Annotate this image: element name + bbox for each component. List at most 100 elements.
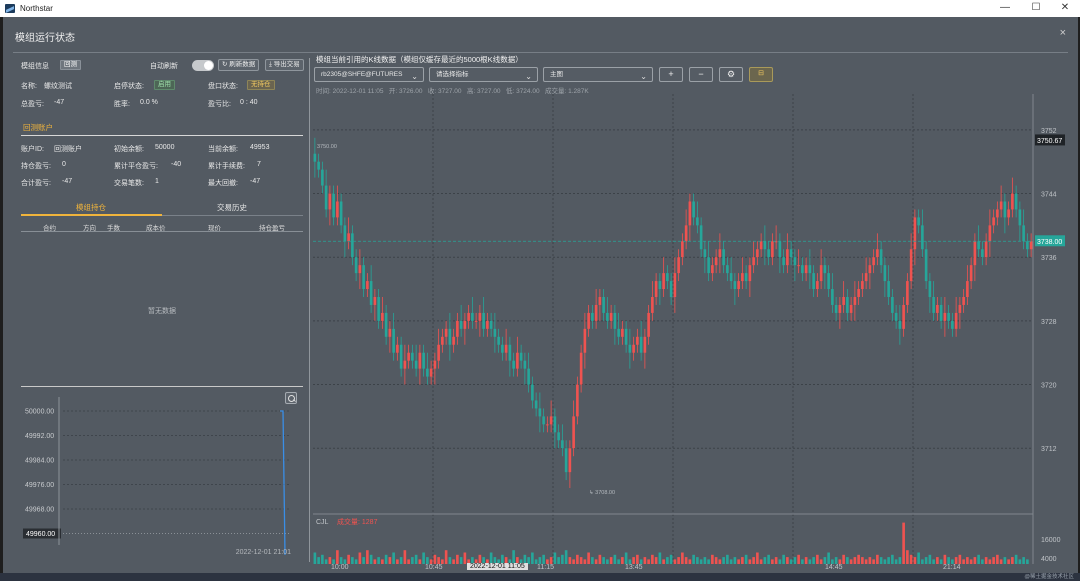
chart-toolbar: rb2305@SHFE@FUTURES ⌄ 请选择指标 ⌄ 主图 ⌄ + − ⚙ ⊟ [313, 67, 1073, 83]
volume-bar [594, 559, 598, 564]
volume-bar [317, 557, 320, 564]
kline-chart[interactable]: 3752 3744 3736 3728 3720 3712 3738.00 3750.67 37… [313, 94, 1071, 564]
close-window-button[interactable]: ✕ [1060, 2, 1070, 13]
volume-bar [842, 554, 845, 564]
candle-body [538, 408, 542, 417]
tab-positions[interactable]: 模组持仓 [76, 203, 106, 212]
candle-body [846, 297, 849, 313]
chart-pane-select[interactable]: 主图 ⌄ [543, 67, 653, 82]
candle-body [737, 281, 740, 290]
candle-body [729, 273, 733, 282]
volume-bar [996, 554, 999, 564]
volume-bar [407, 559, 410, 564]
volume-bar [414, 554, 418, 564]
candle-body [628, 344, 632, 353]
tab-trade-history[interactable]: 交易历史 [217, 203, 247, 212]
candle-body [924, 249, 928, 282]
zoom-in-button[interactable]: + [659, 67, 683, 82]
equity-last-label: 49960.00 [26, 531, 55, 538]
volume-bar [752, 557, 755, 564]
candle-body [684, 225, 688, 242]
volume-bar [973, 557, 977, 564]
volume-bar [936, 557, 939, 564]
market-status-label: 盘口状态: [208, 83, 238, 90]
volume-bar [381, 559, 384, 564]
volume-bar [643, 557, 647, 564]
volume-bar [339, 557, 343, 564]
candle-body [343, 225, 347, 242]
candle-body [793, 257, 797, 266]
candle-body [636, 336, 639, 345]
candle-body [497, 336, 500, 345]
volume-bar [606, 559, 609, 564]
taskbar: @稀土掘金技术社区 [0, 573, 1080, 581]
maximize-button[interactable]: ☐ [1031, 2, 1041, 13]
volume-bar [932, 559, 935, 564]
minimize-button[interactable]: — [1000, 2, 1010, 13]
candle-body [471, 312, 474, 321]
candle-body [703, 249, 707, 258]
volume-bar [399, 557, 403, 564]
export-trades-button[interactable]: ⤓ 导出交易 [265, 59, 304, 71]
candle-body [441, 336, 444, 345]
panel-splitter[interactable] [309, 58, 310, 562]
candle-body [861, 281, 864, 290]
current-balance-value: 49953 [250, 144, 270, 151]
zoom-icon[interactable] [285, 392, 297, 404]
candle-body [534, 400, 538, 409]
page-title: 模组运行状态 [15, 33, 75, 44]
volume-bar [756, 552, 759, 564]
candle-body [857, 289, 860, 297]
volume-bar [778, 559, 782, 564]
chart-pane-select-value: 主图 [550, 71, 563, 78]
candle-body [932, 297, 935, 313]
volume-bar [831, 559, 834, 564]
candle-body [602, 297, 605, 313]
candle-body [707, 257, 710, 274]
candle-body [643, 336, 647, 353]
equity-y-tick: 49984.00 [25, 458, 54, 465]
volume-bar [984, 557, 988, 564]
volume-bar [879, 557, 883, 564]
indicator-select[interactable]: 请选择指标 ⌄ [429, 67, 538, 82]
volume-bar [827, 552, 830, 564]
col-cost: 成本价 [146, 225, 166, 232]
account-id-label: 账户ID: [21, 146, 44, 153]
refresh-data-button[interactable]: ↻ 刷新数据 [218, 59, 260, 71]
settings-button[interactable]: ⚙ [719, 67, 743, 82]
volume-bar [1011, 557, 1014, 564]
volume-bar [328, 557, 332, 564]
indicator-select-value: 请选择指标 [436, 71, 469, 78]
volume-bar [939, 559, 943, 564]
screenshot-button[interactable]: ⊟ [749, 67, 773, 82]
candle-body [827, 273, 830, 290]
candle-body [508, 344, 512, 361]
candle-body [774, 241, 778, 243]
volume-bar [418, 559, 422, 564]
candle-body [531, 384, 534, 401]
candle-body [572, 416, 575, 449]
volume-bar [579, 557, 583, 564]
zoom-out-button[interactable]: − [689, 67, 713, 82]
equity-y-tick: 49992.00 [25, 433, 54, 440]
auto-refresh-toggle[interactable] [192, 60, 214, 71]
candle-body [1022, 225, 1025, 242]
candle-body [714, 257, 718, 266]
symbol-select[interactable]: rb2305@SHFE@FUTURES ⌄ [314, 67, 424, 82]
candle-body [789, 249, 793, 258]
candle-body [669, 281, 673, 297]
start-status-label: 启停状态: [114, 83, 144, 90]
volume-bar [977, 554, 980, 564]
empty-state: 暂无数据 [148, 308, 176, 315]
candle-body [752, 257, 755, 266]
close-dialog-icon[interactable]: × [1059, 27, 1066, 39]
chevron-down-icon: ⌄ [640, 72, 647, 81]
candle-body [486, 320, 489, 329]
kline-x-tick: 13:45 [625, 564, 643, 571]
candle-body [969, 265, 973, 282]
start-status-badge: 启用 [154, 80, 175, 90]
init-balance-label: 初始余额: [114, 146, 144, 153]
symbol-select-value: rb2305@SHFE@FUTURES [321, 71, 403, 78]
volume-bar [609, 557, 613, 564]
candle-body [474, 320, 478, 322]
